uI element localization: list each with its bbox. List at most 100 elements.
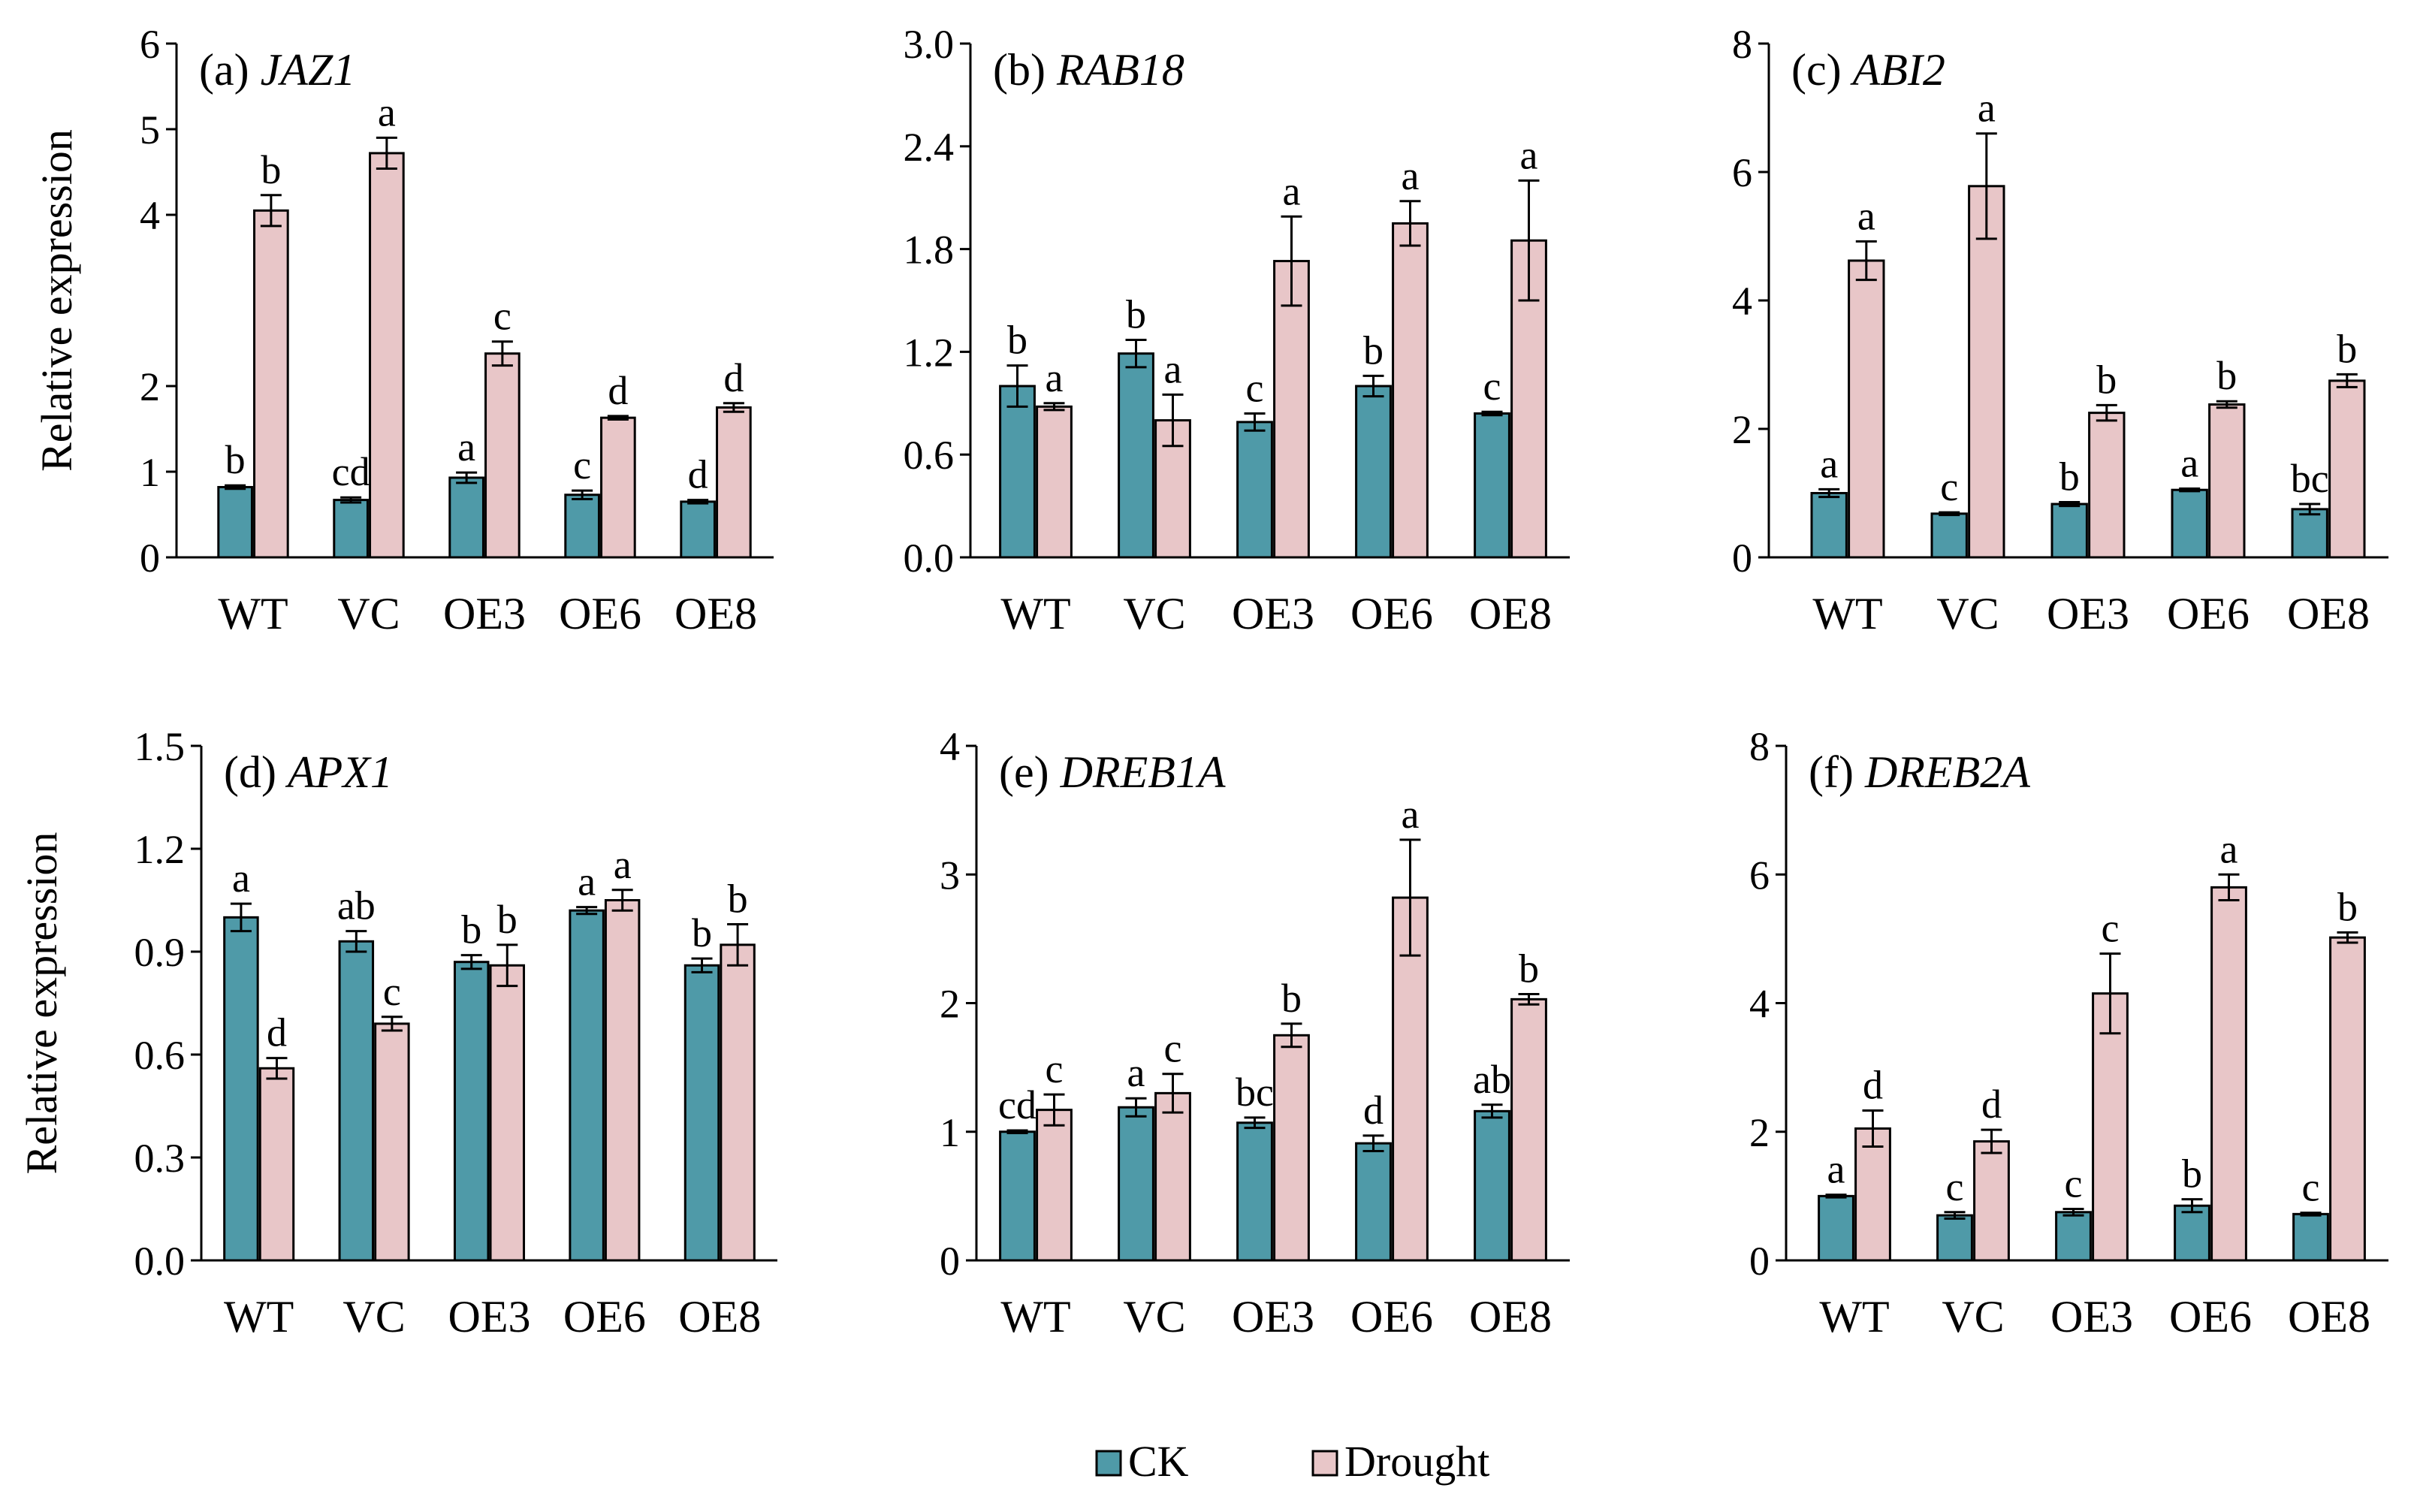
panel-title: (a) JAZ1	[199, 45, 355, 95]
legend-ck-label: CK	[1128, 1437, 1189, 1486]
bar-drought	[1854, 1127, 1891, 1262]
significance-letter-ck: a	[1820, 441, 1838, 486]
significance-letter-ck: a	[457, 424, 475, 469]
significance-letter-drought: a	[614, 842, 632, 887]
category-label: OE6	[563, 1292, 646, 1341]
bar-drought	[2208, 403, 2246, 559]
bar-drought	[1273, 260, 1310, 559]
y-tick-label: 0.3	[134, 1136, 186, 1181]
significance-letter-ck: b	[225, 437, 246, 482]
category-label: WT	[224, 1292, 294, 1341]
bar-drought	[2210, 886, 2247, 1262]
category-label: WT	[1000, 589, 1070, 638]
significance-letter-ck: c	[2065, 1161, 2083, 1206]
significance-letter-drought: a	[1402, 792, 1420, 837]
bar-ck	[1930, 512, 1968, 559]
category-label: WT	[1000, 1292, 1070, 1341]
bar-ck	[999, 1130, 1036, 1262]
bar-ck	[333, 499, 369, 559]
significance-letter-ck: ab	[1473, 1057, 1511, 1102]
y-tick-label: 0.6	[134, 1033, 186, 1078]
significance-letter-drought: c	[2102, 906, 2120, 951]
y-tick-label: 2	[1749, 1110, 1770, 1155]
bar-drought	[258, 1067, 295, 1262]
significance-letter-drought: d	[1981, 1082, 2002, 1127]
significance-letter-ck: b	[1007, 318, 1027, 363]
significance-letter-drought: d	[723, 355, 744, 400]
significance-letter-drought: a	[1046, 355, 1064, 400]
y-tick-label: 0	[140, 536, 160, 581]
significance-letter-ck: cd	[332, 449, 370, 494]
category-label: OE3	[1232, 1292, 1314, 1341]
gene-name: JAZ1	[261, 45, 356, 95]
significance-letter-ck: a	[1127, 1050, 1145, 1095]
significance-letter-drought: c	[493, 294, 511, 339]
significance-letter-ck: b	[692, 910, 712, 955]
bar-drought	[369, 152, 405, 559]
bar-drought	[1392, 222, 1429, 559]
bar-drought	[2092, 992, 2129, 1262]
bar-drought	[2328, 379, 2366, 559]
y-tick-label: 0.9	[134, 930, 186, 975]
bar-ck	[569, 909, 605, 1262]
category-label: OE3	[448, 1292, 531, 1341]
bar-ck	[1936, 1214, 1973, 1262]
category-label: OE6	[1350, 1292, 1433, 1341]
significance-letter-ck: b	[2059, 454, 2080, 499]
significance-letter-drought: a	[1402, 153, 1420, 198]
y-tick-label: 2	[140, 364, 160, 409]
bar-drought	[1848, 259, 1885, 559]
significance-letter-ck: b	[1363, 327, 1384, 373]
panel-title-prefix: (f)	[1809, 747, 1865, 797]
panel-title-prefix: (c)	[1791, 45, 1853, 95]
bar-drought	[600, 416, 636, 559]
y-axis-label: Relative expression	[32, 129, 81, 472]
significance-letter-drought: c	[1164, 1026, 1182, 1071]
significance-letter-ck: b	[2182, 1151, 2202, 1197]
y-tick-label: 1.2	[904, 330, 955, 375]
category-label: OE3	[2050, 1292, 2133, 1341]
bar-ck	[448, 476, 484, 559]
significance-letter-ck: d	[688, 452, 708, 497]
significance-letter-drought: a	[1978, 86, 1996, 131]
significance-letter-drought: a	[1520, 132, 1538, 177]
bar-ck	[999, 385, 1036, 559]
significance-letter-drought: b	[1519, 946, 1539, 991]
y-tick-label: 4	[140, 193, 160, 238]
bar-drought	[604, 899, 641, 1262]
category-label: VC	[1123, 1292, 1185, 1341]
significance-letter-drought: a	[2220, 826, 2238, 871]
category-label: OE3	[443, 589, 526, 638]
category-label: OE8	[2288, 1292, 2370, 1341]
category-label: VC	[337, 589, 400, 638]
bar-ck	[2291, 508, 2328, 559]
gene-name: RAB18	[1056, 45, 1184, 95]
significance-letter-ck: c	[1946, 1164, 1964, 1209]
significance-letter-drought: b	[2096, 357, 2117, 402]
legend-drought-label: Drought	[1344, 1437, 1489, 1486]
y-axis-label: Relative expression	[17, 832, 66, 1175]
y-tick-label: 2	[1732, 407, 1752, 452]
bar-drought	[716, 406, 752, 559]
y-tick-label: 5	[140, 107, 160, 152]
panel-b: 0.00.61.21.82.43.0baWTbaVCcaOE3baOE6caOE…	[904, 22, 1570, 638]
significance-letter-ck: c	[2302, 1165, 2320, 1210]
category-label: OE3	[1232, 589, 1314, 638]
panel-title: (e) DREB1A	[999, 747, 1226, 797]
significance-letter-ck: a	[578, 859, 596, 904]
bar-ck	[1818, 1194, 1854, 1262]
bar-ck	[453, 961, 490, 1262]
y-tick-label: 8	[1732, 22, 1752, 67]
gene-name: ABI2	[1850, 45, 1945, 95]
bar-ck	[1236, 1121, 1273, 1262]
panel-title: (d) APX1	[224, 747, 393, 797]
gene-name: DREB1A	[1060, 747, 1226, 797]
significance-letter-ck: b	[1126, 291, 1146, 337]
bar-ck	[680, 500, 716, 559]
gene-name: APX1	[285, 747, 393, 797]
bar-drought	[1036, 1109, 1073, 1262]
